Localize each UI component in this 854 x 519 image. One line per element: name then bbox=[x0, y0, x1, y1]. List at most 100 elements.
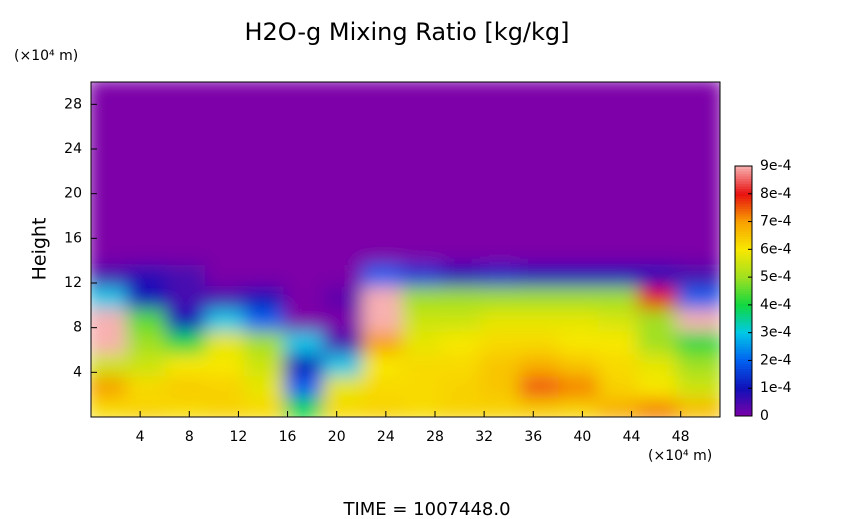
colorbar-step bbox=[735, 351, 752, 354]
colorbar-frame bbox=[734, 165, 753, 417]
colorbar-step bbox=[735, 401, 752, 404]
x-tick-label: 40 bbox=[573, 429, 591, 445]
colorbar-tick-label: 7e-4 bbox=[760, 214, 792, 230]
colorbar-step bbox=[735, 173, 752, 177]
colorbar-step bbox=[735, 168, 752, 172]
y-tick-label: 24 bbox=[64, 141, 82, 157]
colorbar-tick-label: 8e-4 bbox=[760, 186, 792, 202]
colorbar-step bbox=[735, 378, 752, 382]
colorbar-step bbox=[735, 243, 752, 247]
colorbar-step bbox=[735, 213, 752, 217]
colorbar-step bbox=[735, 223, 752, 227]
footer: TIME = 1007448.0 bbox=[342, 499, 510, 519]
colorbar-step bbox=[735, 398, 752, 402]
colorbar-step bbox=[735, 258, 752, 262]
colorbar-step bbox=[735, 313, 752, 317]
colorbar-step bbox=[735, 181, 752, 184]
colorbar-step bbox=[735, 381, 752, 384]
colorbar-step bbox=[735, 368, 752, 372]
colorbar-step bbox=[735, 388, 752, 392]
colorbar-step bbox=[735, 328, 752, 332]
colorbar-step bbox=[735, 226, 752, 229]
y-tick-label: 20 bbox=[64, 186, 82, 202]
colorbar-step bbox=[735, 323, 752, 327]
colorbar-step bbox=[735, 266, 752, 269]
colorbar-step bbox=[735, 293, 752, 297]
colorbar-step bbox=[735, 286, 752, 289]
colorbar-tick-label: 1e-4 bbox=[760, 380, 792, 396]
colorbar-step bbox=[735, 318, 752, 322]
colorbar-step bbox=[735, 283, 752, 287]
colorbar-step bbox=[735, 321, 752, 324]
y-tick-label: 16 bbox=[64, 230, 82, 246]
colorbar-step bbox=[735, 273, 752, 277]
colorbar-step bbox=[735, 326, 752, 329]
colorbar-step bbox=[735, 236, 752, 239]
colorbar-step bbox=[735, 308, 752, 312]
colorbar-step bbox=[735, 346, 752, 349]
colorbar-step bbox=[735, 218, 752, 222]
colorbar-step bbox=[735, 233, 752, 237]
colorbar-step bbox=[735, 206, 752, 209]
colorbar-step bbox=[735, 356, 752, 359]
colorbar-step bbox=[735, 271, 752, 274]
colorbar-step bbox=[735, 296, 752, 299]
colorbar-step bbox=[735, 228, 752, 232]
colorbar-step bbox=[735, 203, 752, 207]
colorbar-step bbox=[735, 373, 752, 377]
colorbar-step bbox=[735, 303, 752, 307]
field bbox=[91, 82, 720, 417]
colorbar-step bbox=[735, 353, 752, 357]
x-tick-label: 8 bbox=[185, 429, 194, 445]
colorbar-step bbox=[735, 221, 752, 224]
colorbar-tick-label: 6e-4 bbox=[760, 241, 792, 257]
cell bbox=[676, 82, 720, 109]
colorbar-step bbox=[735, 201, 752, 204]
colorbar-step bbox=[735, 396, 752, 399]
y-unit: (×10⁴ m) bbox=[14, 48, 78, 64]
colorbar-step bbox=[735, 298, 752, 302]
y-tick-label: 8 bbox=[73, 320, 82, 336]
colorbar-step bbox=[735, 288, 752, 292]
x-tick-label: 28 bbox=[426, 429, 444, 445]
colorbar-step bbox=[735, 268, 752, 272]
colorbar-step bbox=[735, 196, 752, 199]
colorbar-step bbox=[735, 176, 752, 179]
colorbar-step bbox=[735, 338, 752, 342]
colorbar-step bbox=[735, 393, 752, 397]
colorbar-step bbox=[735, 291, 752, 294]
colorbar-step bbox=[735, 406, 752, 409]
cells bbox=[91, 82, 720, 417]
colorbar-step bbox=[735, 358, 752, 362]
colorbar-step bbox=[735, 231, 752, 234]
y-tick-label: 4 bbox=[73, 364, 82, 380]
x-tick-label: 20 bbox=[328, 429, 346, 445]
colorbar-step bbox=[735, 413, 752, 417]
colorbar-step bbox=[735, 166, 752, 169]
x-tick-label: 36 bbox=[524, 429, 542, 445]
colorbar-step bbox=[735, 216, 752, 219]
colorbar-step bbox=[735, 366, 752, 369]
colorbar-step bbox=[735, 263, 752, 267]
colorbar-step bbox=[735, 343, 752, 347]
x-unit: (×10⁴ m) bbox=[648, 448, 712, 464]
colorbar-step bbox=[735, 208, 752, 212]
x-tick-label: 16 bbox=[279, 429, 297, 445]
x-tick-label: 44 bbox=[623, 429, 641, 445]
colorbar-tick-label: 2e-4 bbox=[760, 352, 792, 368]
colorbar-tick-label: 5e-4 bbox=[760, 269, 792, 285]
colorbar-step bbox=[735, 191, 752, 194]
colorbar-step bbox=[735, 341, 752, 344]
x-tick-label: 48 bbox=[672, 429, 690, 445]
colorbar-step bbox=[735, 256, 752, 259]
colorbar-step bbox=[735, 246, 752, 249]
colorbar-step bbox=[735, 361, 752, 364]
colorbar-step bbox=[735, 193, 752, 197]
colorbar-step bbox=[735, 316, 752, 319]
colorbar-tick-label: 9e-4 bbox=[760, 158, 792, 174]
colorbar-step bbox=[735, 261, 752, 264]
colorbar-step bbox=[735, 186, 752, 189]
colorbar-step bbox=[735, 301, 752, 304]
